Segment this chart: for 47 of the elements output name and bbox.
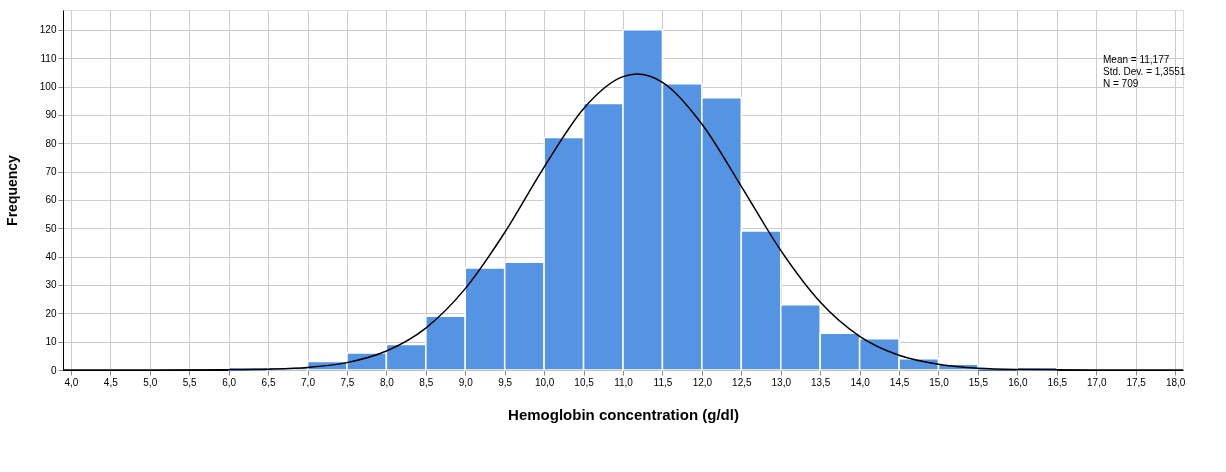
x-tick-label: 8,5 (419, 376, 434, 388)
x-tick-label: 12,5 (732, 376, 752, 388)
x-tick-label: 10,5 (574, 376, 595, 388)
y-tick-label: 20 (45, 307, 57, 319)
y-tick-label: 0 (50, 364, 57, 376)
x-tick-label: 14,5 (889, 376, 910, 388)
x-tick-label: 7,0 (301, 376, 316, 388)
y-tick-label: 60 (45, 194, 57, 206)
x-tick-label: 14,0 (850, 376, 871, 388)
y-tick-label: 40 (45, 251, 57, 263)
annotation: Mean = 11,177 (1103, 54, 1170, 65)
x-tick-label: 11,0 (614, 376, 634, 388)
x-tick-label: 9,5 (498, 376, 513, 388)
y-tick-label: 100 (39, 81, 57, 93)
x-tick-label: 17,5 (1126, 376, 1147, 388)
x-tick-label: 9,0 (458, 376, 474, 388)
y-tick-label: 120 (39, 24, 57, 36)
x-tick-label: 16,0 (1008, 376, 1029, 388)
y-tick-label: 50 (45, 222, 57, 234)
annotation: Std. Dev. = 1,3551 (1103, 66, 1186, 77)
y-tick-label: 30 (45, 279, 57, 291)
x-tick-label: 6,0 (222, 376, 237, 388)
y-tick-label: 80 (45, 137, 57, 149)
y-tick-label: 90 (45, 109, 57, 121)
x-tick-label: 4,0 (64, 376, 79, 388)
x-tick-label: 13,0 (771, 376, 792, 388)
annotation: N = 709 (1103, 78, 1139, 89)
x-tick-label: 6,5 (261, 376, 276, 388)
x-axis-title: Hemoglobin concentration (g/dl) (508, 405, 739, 423)
x-tick-label: 15,0 (929, 376, 950, 388)
y-tick-label: 110 (40, 52, 57, 64)
x-tick-label: 8,0 (379, 376, 395, 388)
x-tick-label: 7,5 (340, 376, 355, 388)
x-tick-label: 12,0 (692, 376, 713, 388)
x-tick-label: 4,5 (103, 376, 119, 388)
x-tick-label: 5,5 (182, 376, 198, 388)
x-tick-label: 17,0 (1087, 376, 1107, 388)
y-tick-label: 10 (45, 336, 57, 348)
x-tick-label: 10,0 (534, 376, 555, 388)
x-tick-label: 18,0 (1165, 376, 1186, 388)
x-tick-label: 11,5 (653, 376, 673, 388)
x-tick-label: 13,5 (810, 376, 831, 388)
x-tick-label: 5,0 (143, 376, 158, 388)
y-axis-title: Frequency (3, 154, 20, 226)
x-tick-label: 16,5 (1047, 376, 1068, 388)
y-tick-label: 70 (45, 166, 57, 178)
x-tick-label: 15,5 (968, 376, 989, 388)
